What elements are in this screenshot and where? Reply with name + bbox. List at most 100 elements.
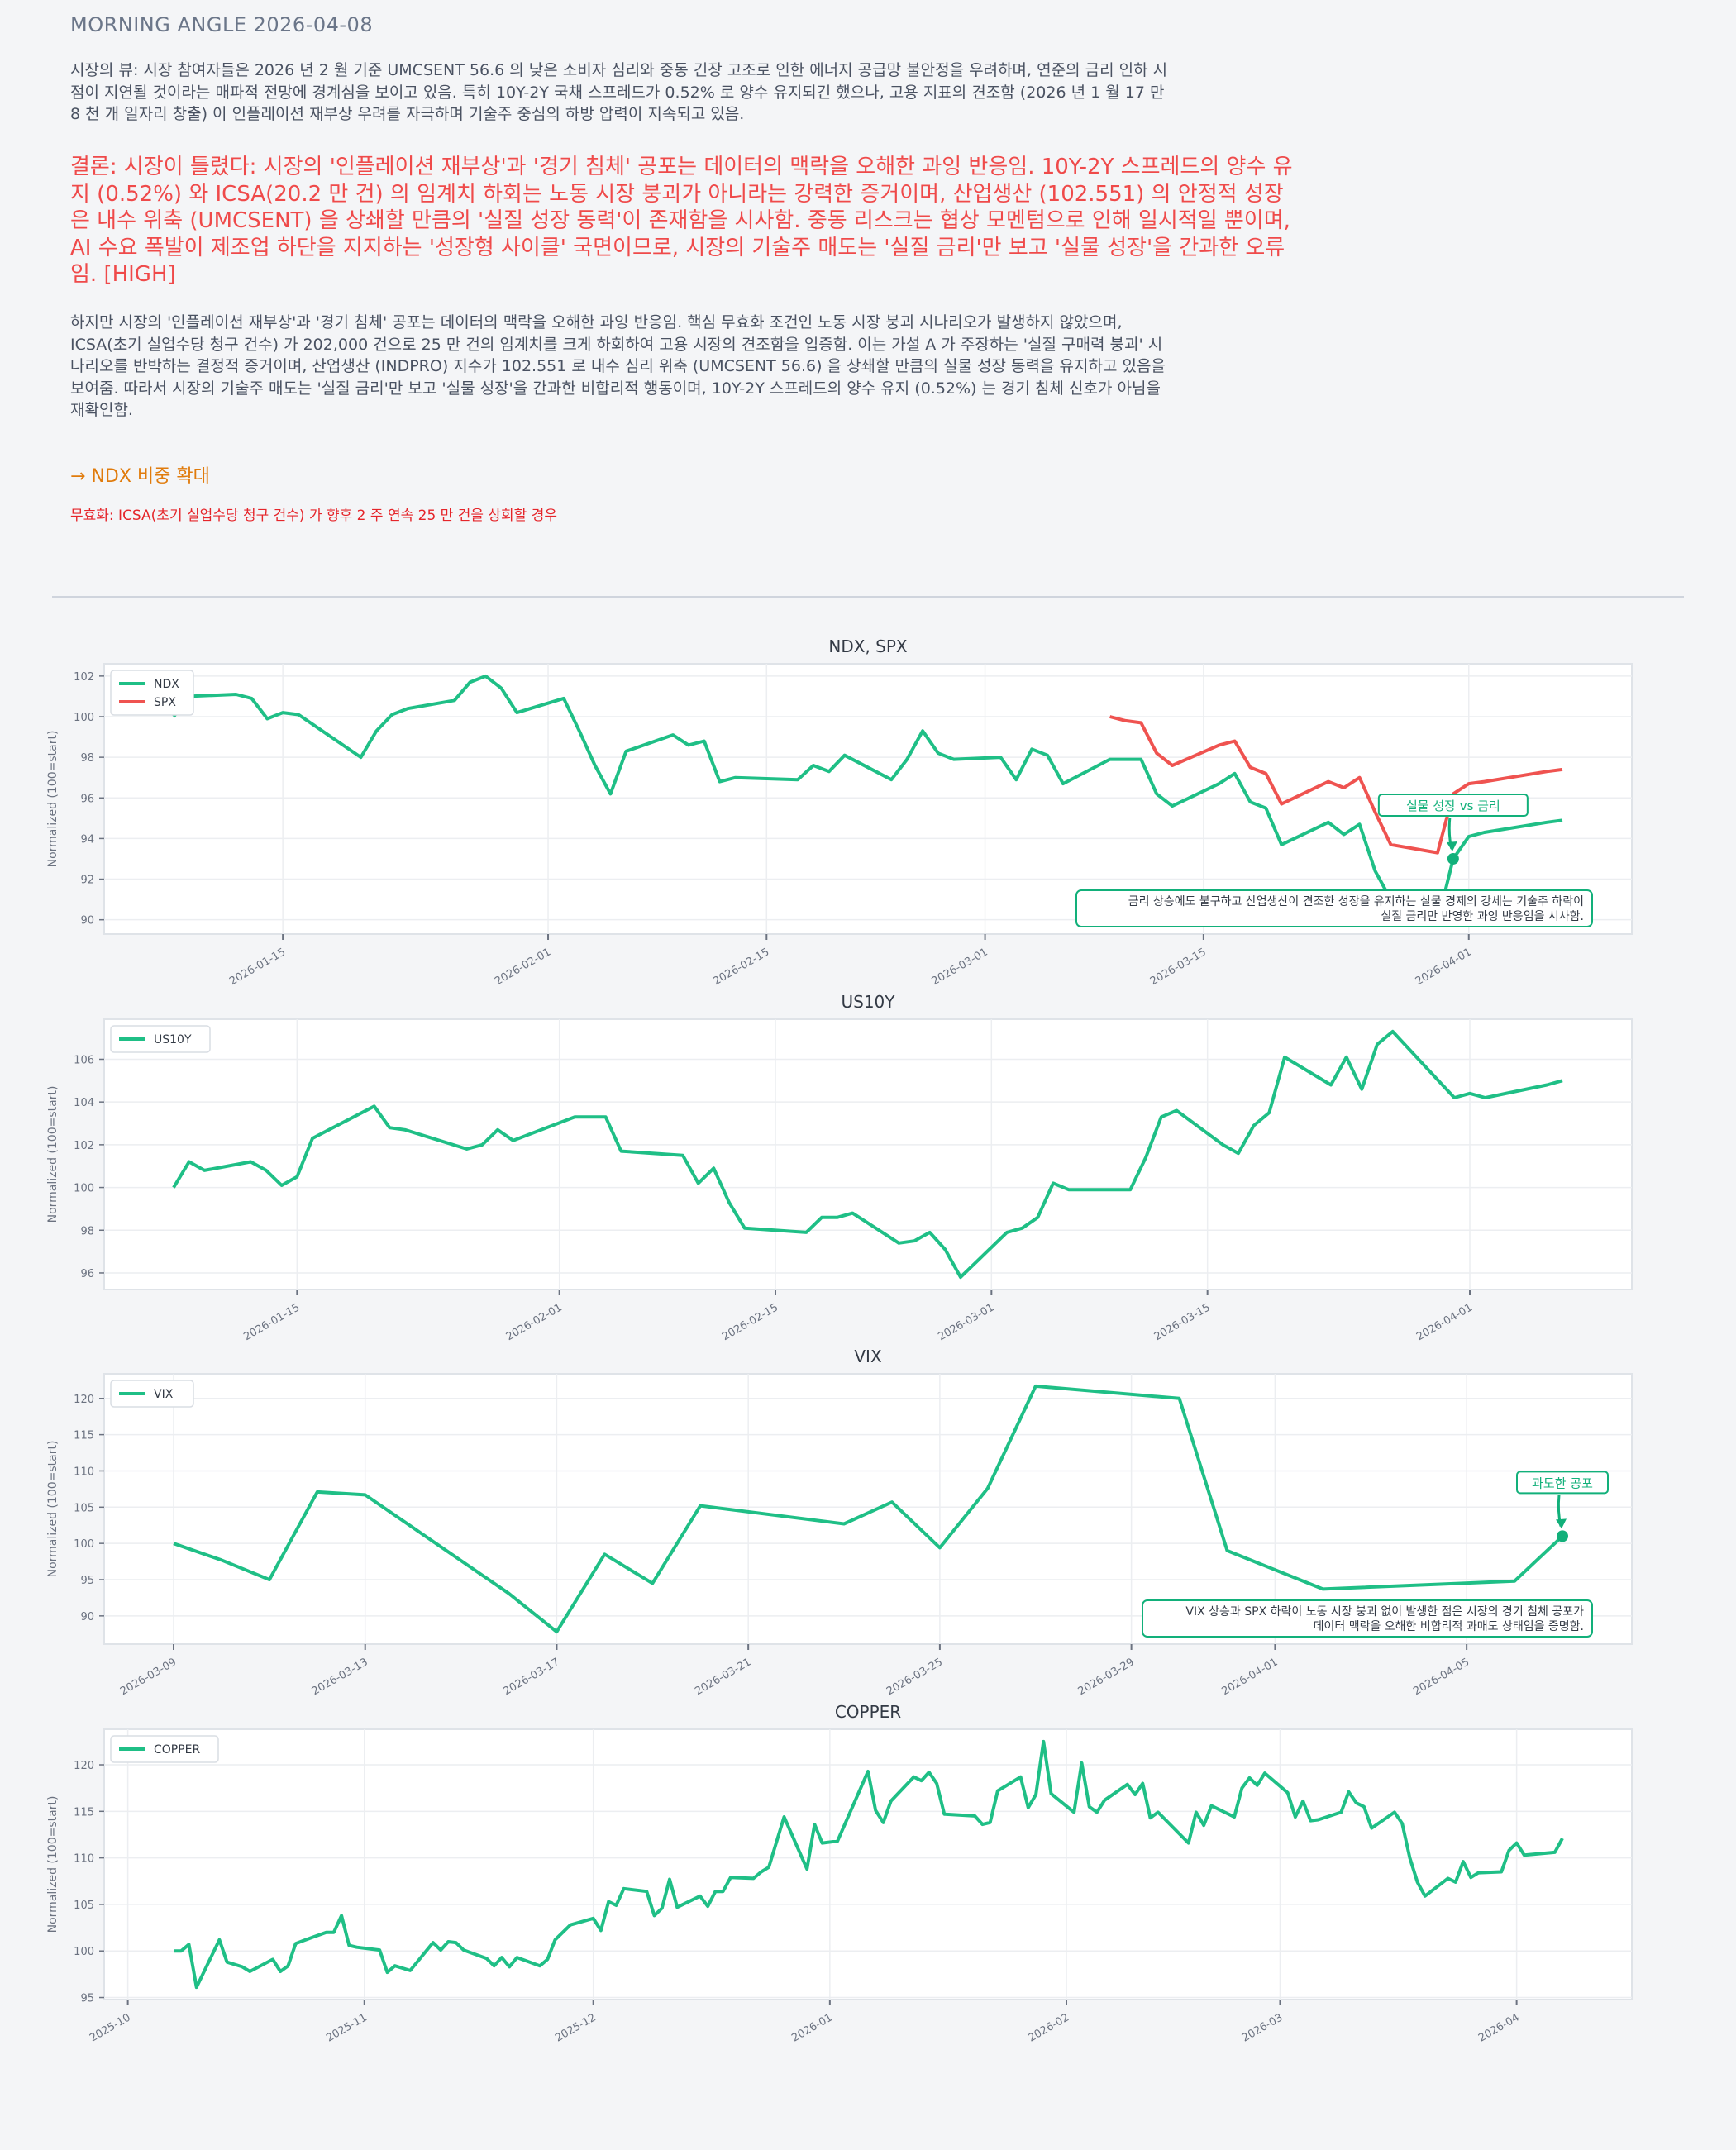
y-tick-label: 95: [80, 1993, 94, 2005]
annotation: 과도한 공포 VIX 상승과 SPX 하락이 노동 시장 붕괴 없이 발생한 점은…: [1142, 1471, 1609, 1638]
chart-ndx-spx: NDX, SPX 90 92 94 96 98 100 102 2026-01-15 2026-0…: [46, 636, 1633, 988]
chart-title: US10Y: [842, 992, 896, 1012]
y-tick-label: 90: [80, 915, 94, 927]
report-title: MORNING ANGLE 2026-04-08: [70, 13, 374, 36]
annotation-note-box: [1075, 889, 1593, 927]
section-divider: [52, 596, 1684, 598]
annotation-label: 실물 성장 vs 금리: [1406, 799, 1500, 813]
chart-us10y: US10Y 96 98 100 102 104 106 2026-01-15 2026-02-0…: [46, 992, 1633, 1343]
x-tick-label: 2026-03-13: [310, 1656, 370, 1698]
series-line-ndx: [172, 674, 1563, 924]
chart-title: NDX, SPX: [828, 636, 908, 656]
x-tick-label: 2026-04-01: [1414, 946, 1474, 988]
annotation-label-box: [1516, 1471, 1609, 1495]
x-tick-label: 2026-03-15: [1152, 1301, 1213, 1343]
x-tick-label: 2025-10: [88, 2011, 133, 2044]
x-tick-label: 2026-03-01: [930, 946, 990, 988]
y-tick-label: 115: [74, 1806, 94, 1819]
annotation-point: [1557, 1530, 1568, 1542]
legend-label: VIX: [154, 1388, 174, 1401]
x-tick-label: 2026-01: [789, 2011, 835, 2044]
chart-title: COPPER: [835, 1702, 901, 1722]
x-tick-label: 2025-11: [324, 2011, 370, 2044]
y-tick-label: 102: [74, 671, 94, 684]
legend-box: [110, 670, 194, 716]
y-tick-label: 95: [80, 1575, 94, 1587]
y-tick-label: 98: [80, 752, 94, 765]
chart-copper: COPPER 95 100 105 110 115 120 2025-10 2025-11 202…: [46, 1702, 1633, 2045]
plot-area: [103, 1373, 1633, 1645]
y-tick-label: 98: [80, 1225, 94, 1237]
y-tick-label: 90: [80, 1611, 94, 1623]
series-line-spx: [1109, 715, 1563, 855]
x-tick-label: 2026-02-15: [711, 946, 771, 988]
arrowhead-icon: [1556, 1518, 1567, 1529]
x-tick-label: 2026-03-29: [1076, 1656, 1137, 1698]
x-tick-label: 2026-03: [1240, 2011, 1285, 2044]
series-line-copper: [174, 1739, 1564, 1990]
series-line-vix: [173, 1384, 1564, 1634]
y-tick-label: 106: [74, 1054, 94, 1066]
x-tick-label: 2026-04-01: [1414, 1301, 1475, 1343]
x-tick-label: 2026-03-25: [885, 1656, 945, 1698]
y-tick-label: 100: [74, 1538, 94, 1551]
x-tick-label: 2026-03-21: [693, 1656, 753, 1698]
x-tick-label: 2026-02-15: [720, 1301, 780, 1343]
chart-title: VIX: [854, 1347, 882, 1366]
legend: VIX: [110, 1380, 194, 1408]
x-tick-label: 2026-04-01: [1219, 1656, 1280, 1698]
plot-area: [103, 663, 1633, 935]
y-tick-label: 100: [74, 1946, 94, 1958]
arrowhead-icon: [1446, 841, 1457, 851]
y-axis-label: Normalized (100=start): [46, 1441, 60, 1578]
legend: US10Y: [110, 1025, 211, 1053]
y-axis-label: Normalized (100=start): [46, 731, 60, 868]
plot-area: [103, 1018, 1633, 1290]
y-tick-label: 104: [74, 1097, 94, 1109]
legend-label: NDX: [154, 678, 179, 691]
legend-box: [110, 1025, 211, 1053]
y-tick-label: 96: [80, 1268, 94, 1280]
x-tick-label: 2026-02: [1026, 2011, 1071, 2044]
legend-label: COPPER: [154, 1743, 201, 1757]
annotation-note-line: 금리 상승에도 불구하고 산업생산이 견조한 성장을 유지하는 실물 경제의 강…: [1128, 895, 1584, 908]
x-tick-label: 2026-02-01: [493, 946, 553, 988]
x-tick-label: 2026-03-09: [118, 1656, 179, 1698]
annotation-note-line: VIX 상승과 SPX 하락이 노동 시장 붕괴 없이 발생한 점은 시장의 경…: [1185, 1605, 1584, 1618]
legend-box: [110, 1735, 219, 1763]
y-tick-label: 115: [74, 1430, 94, 1442]
y-tick-label: 120: [74, 1760, 94, 1772]
series-line-us10y: [172, 1029, 1563, 1280]
annotation-note-line: 실질 금리만 반영한 과잉 반응임을 시사함.: [1381, 910, 1584, 923]
x-tick-label: 2026-02-01: [504, 1301, 565, 1343]
x-tick-label: 2026-03-17: [502, 1656, 562, 1698]
x-tick-label: 2026-03-15: [1148, 946, 1209, 988]
y-tick-label: 105: [74, 1900, 94, 1912]
y-axis-label: Normalized (100=start): [46, 1086, 60, 1223]
legend-box: [110, 1380, 194, 1408]
detail-text: 하지만 시장의 '인플레이션 재부상'과 '경기 침체' 공포는 데이터의 맥락…: [70, 313, 1166, 419]
conclusion-text: 결론: 시장이 틀렸다: 시장의 '인플레이션 재부상'과 '경기 침체' 공포…: [70, 155, 1293, 287]
chart-vix: VIX 90 95 100 105 110 115 120 2026-03-09 2026-03-…: [46, 1347, 1633, 1698]
annotation-note-box: [1142, 1599, 1593, 1638]
legend-label: US10Y: [154, 1033, 192, 1046]
y-tick-label: 100: [74, 1183, 94, 1195]
legend-label: SPX: [154, 696, 176, 709]
x-tick-label: 2026-01-15: [241, 1301, 302, 1343]
y-tick-label: 94: [80, 833, 94, 846]
annotation-label: 과도한 공포: [1532, 1475, 1593, 1490]
x-tick-label: 2025-12: [553, 2011, 599, 2044]
y-tick-label: 100: [74, 712, 94, 724]
y-tick-label: 120: [74, 1394, 94, 1406]
invalidation-condition: 무효화: ICSA(초기 실업수당 청구 건수) 가 향후 2 주 연속 25 …: [70, 508, 557, 524]
y-tick-label: 110: [74, 1853, 94, 1866]
x-tick-label: 2026-04-05: [1411, 1656, 1471, 1698]
x-tick-label: 2026-04: [1476, 2011, 1522, 2044]
market-view-text: 시장의 뷰: 시장 참여자들은 2026 년 2 월 기준 UMCSENT 56…: [70, 61, 1168, 123]
legend: COPPER: [110, 1735, 219, 1763]
y-tick-label: 102: [74, 1140, 94, 1152]
legend: NDX SPX: [110, 670, 194, 716]
y-axis-label: Normalized (100=start): [46, 1796, 60, 1933]
